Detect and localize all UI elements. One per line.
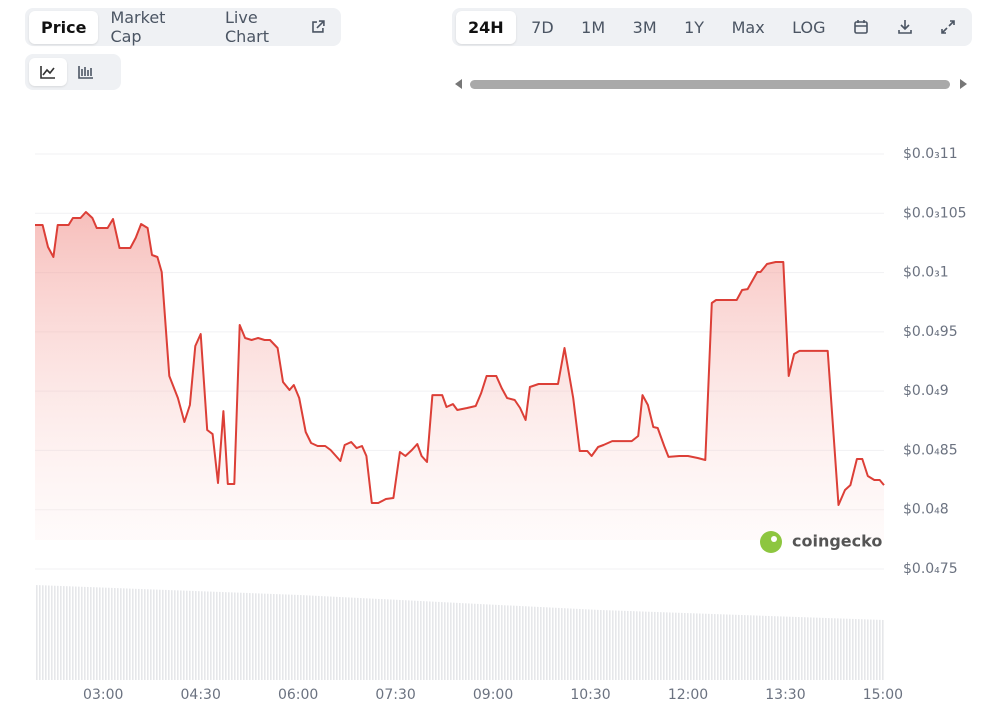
price-area: [35, 212, 884, 540]
y-tick-label: $0.0₄9: [903, 383, 949, 399]
volume-backdrop: [35, 585, 884, 680]
x-tick-label: 13:30: [765, 687, 805, 703]
x-tick-label: 15:00: [863, 687, 903, 703]
tab-label: Live Chart: [225, 8, 269, 46]
range[interactable]: 1M: [581, 17, 606, 37]
tab[interactable]: Live Chart: [213, 1, 337, 53]
calendar[interactable]: [841, 12, 881, 42]
y-tick-label: $0.0₃105: [903, 205, 967, 221]
y-tick-label: $0.0₄95: [903, 324, 958, 340]
tab[interactable]: Price: [29, 10, 99, 44]
range[interactable]: LOG: [792, 17, 826, 37]
download-icon: [897, 20, 912, 34]
view-group: [25, 54, 121, 90]
line-view[interactable]: [29, 58, 67, 86]
watermark-text: coingecko: [792, 532, 882, 551]
y-tick-label: $0.0₃11: [903, 146, 958, 162]
x-tick-label: 10:30: [570, 687, 610, 703]
x-tick-label: 07:30: [375, 687, 415, 703]
scrollbar[interactable]: [470, 80, 950, 89]
x-tick-label: 03:00: [83, 687, 123, 703]
range[interactable]: Max: [731, 17, 765, 37]
y-tick-label: $0.0₄75: [903, 561, 958, 577]
y-tick-label: $0.0₄85: [903, 442, 958, 458]
tab[interactable]: Market Cap: [110, 8, 166, 46]
expand-icon: [941, 20, 955, 34]
y-tick-label: $0.0₃1: [903, 265, 949, 281]
price-line: [35, 211, 885, 506]
range[interactable]: 1Y: [684, 17, 705, 37]
candle-icon: [78, 66, 93, 79]
range[interactable]: 7D: [531, 17, 554, 37]
y-tick-label: $0.0₄8: [903, 502, 949, 518]
range[interactable]: 24H: [456, 10, 516, 44]
x-tick-label: 04:30: [181, 687, 221, 703]
tab-group: Price Market Cap Live Chart: [25, 8, 341, 46]
line-icon: [40, 66, 55, 79]
x-tick-label: 09:00: [473, 687, 513, 703]
range-group: 24H 7D 1M 3M 1Y Max LOG: [452, 8, 972, 46]
external-icon: [312, 20, 325, 33]
range[interactable]: 3M: [632, 17, 657, 37]
x-tick-label: 12:00: [668, 687, 708, 703]
download[interactable]: [885, 12, 925, 42]
watermark: coingecko: [760, 531, 882, 553]
calendar-icon: [854, 20, 868, 34]
x-tick-label: 06:00: [278, 687, 318, 703]
candle-view[interactable]: [67, 58, 105, 86]
expand[interactable]: [928, 12, 968, 42]
